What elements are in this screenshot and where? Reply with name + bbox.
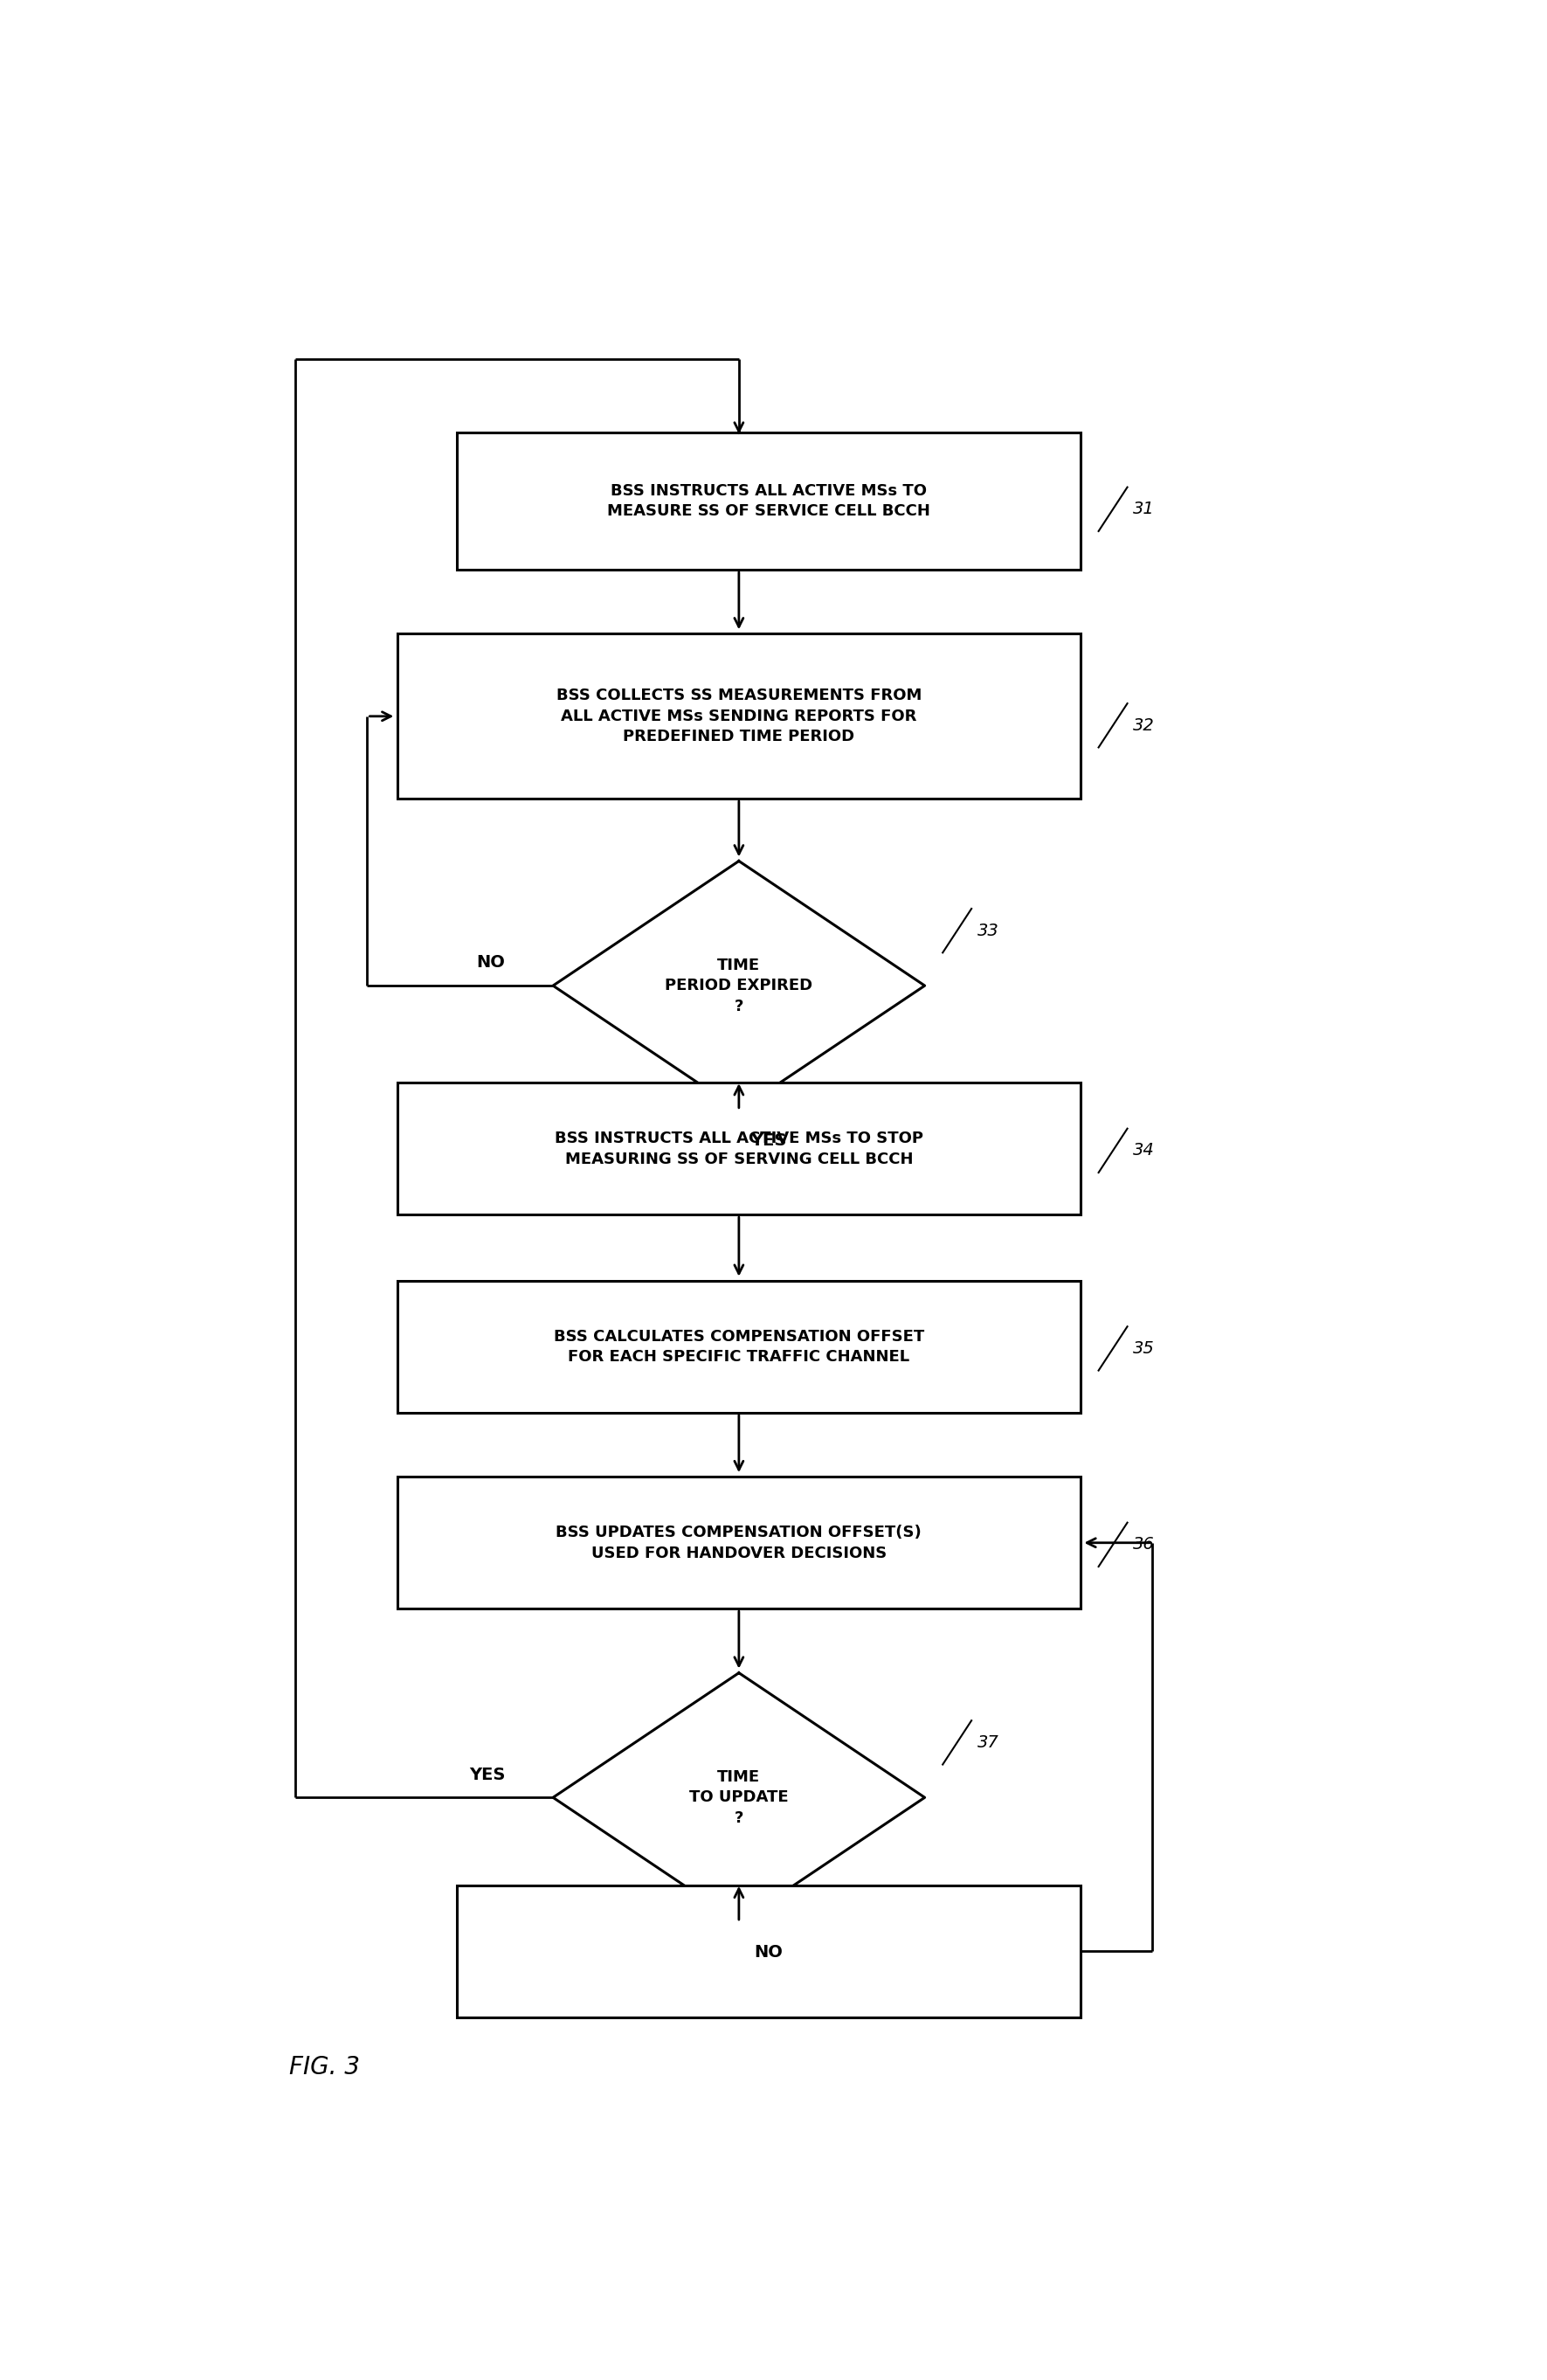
Text: 35: 35 <box>1134 1340 1156 1357</box>
Text: TIME
PERIOD EXPIRED
?: TIME PERIOD EXPIRED ? <box>665 957 812 1014</box>
FancyBboxPatch shape <box>398 1476 1081 1609</box>
Text: BSS UPDATES COMPENSATION OFFSET(S)
USED FOR HANDOVER DECISIONS: BSS UPDATES COMPENSATION OFFSET(S) USED … <box>555 1526 922 1561</box>
Text: 34: 34 <box>1134 1142 1156 1159</box>
Text: BSS INSTRUCTS ALL ACTIVE MSs TO STOP
MEASURING SS OF SERVING CELL BCCH: BSS INSTRUCTS ALL ACTIVE MSs TO STOP MEA… <box>554 1130 924 1166</box>
Polygon shape <box>554 862 925 1109</box>
Polygon shape <box>554 1673 925 1923</box>
Text: FIG. 3: FIG. 3 <box>289 2054 360 2080</box>
FancyBboxPatch shape <box>398 1083 1081 1214</box>
Text: TIME
TO UPDATE
?: TIME TO UPDATE ? <box>690 1768 789 1825</box>
Text: 36: 36 <box>1134 1537 1156 1552</box>
FancyBboxPatch shape <box>458 1885 1081 2018</box>
Text: 33: 33 <box>978 923 999 940</box>
Text: YES: YES <box>750 1133 787 1150</box>
Text: 31: 31 <box>1134 500 1156 516</box>
FancyBboxPatch shape <box>398 1280 1081 1414</box>
Text: BSS COLLECTS SS MEASUREMENTS FROM
ALL ACTIVE MSs SENDING REPORTS FOR
PREDEFINED : BSS COLLECTS SS MEASUREMENTS FROM ALL AC… <box>557 688 922 745</box>
Text: NO: NO <box>476 954 504 971</box>
Text: NO: NO <box>755 1944 783 1961</box>
Text: YES: YES <box>469 1766 504 1783</box>
Text: 32: 32 <box>1134 716 1156 733</box>
Text: BSS CALCULATES COMPENSATION OFFSET
FOR EACH SPECIFIC TRAFFIC CHANNEL: BSS CALCULATES COMPENSATION OFFSET FOR E… <box>554 1328 924 1364</box>
FancyBboxPatch shape <box>458 433 1081 569</box>
FancyBboxPatch shape <box>398 633 1081 800</box>
Text: BSS INSTRUCTS ALL ACTIVE MSs TO
MEASURE SS OF SERVICE CELL BCCH: BSS INSTRUCTS ALL ACTIVE MSs TO MEASURE … <box>608 483 930 519</box>
Text: 37: 37 <box>978 1735 999 1752</box>
